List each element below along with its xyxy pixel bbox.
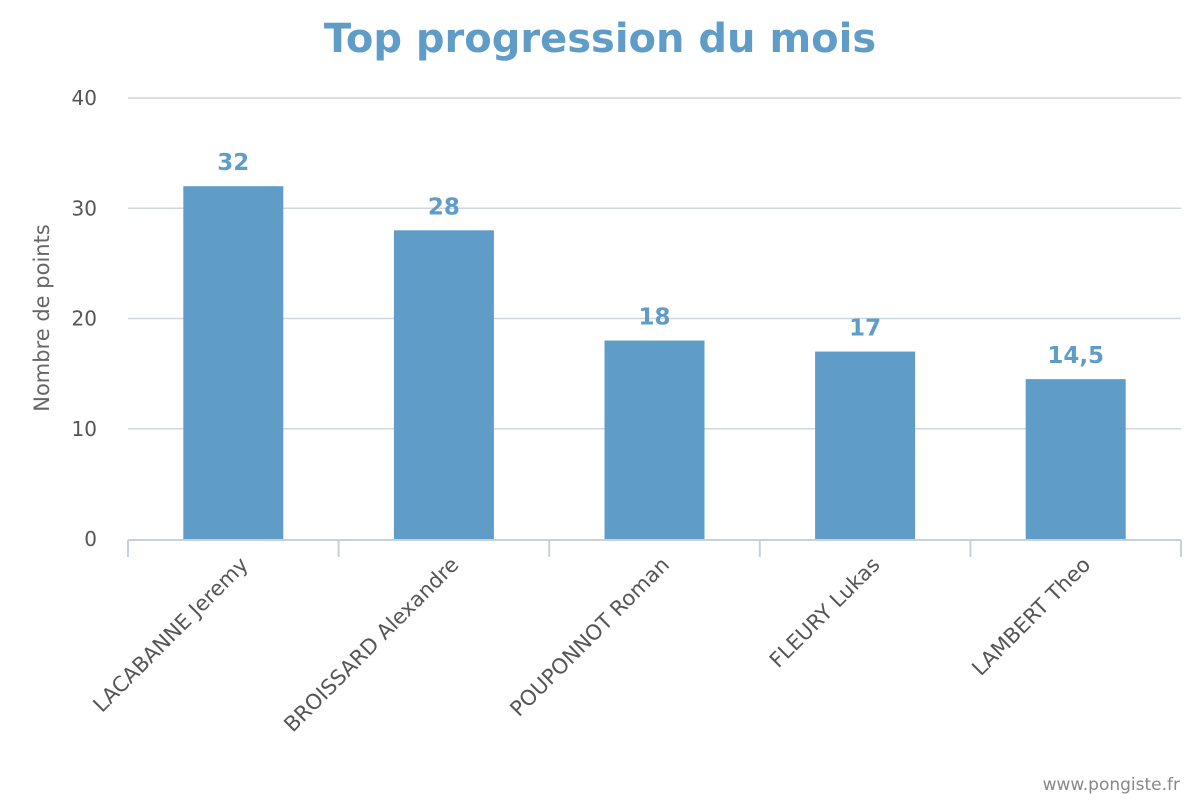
- y-tick-label: 40: [72, 86, 97, 110]
- data-label: 18: [638, 305, 670, 331]
- data-labels: 32 28 18 17 14,5: [217, 150, 1104, 369]
- y-axis-ticks: 0 10 20 30 40: [72, 86, 97, 551]
- y-axis-title: Nombre de points: [30, 224, 54, 412]
- category-label: BROISSARD Alexandre: [279, 553, 463, 737]
- y-tick-label: 10: [72, 417, 97, 441]
- category-labels: LACABANNE Jeremy BROISSARD Alexandre POUPO…: [88, 553, 1095, 737]
- bar: [393, 230, 494, 540]
- data-label: 17: [849, 316, 881, 342]
- category-label: POUPONNOT Roman: [506, 553, 675, 722]
- bar: [183, 186, 284, 539]
- category-label: LACABANNE Jeremy: [88, 553, 252, 717]
- credit-text: www.pongiste.fr: [1043, 775, 1180, 795]
- data-label: 32: [217, 150, 249, 176]
- bars: [183, 186, 1126, 540]
- y-tick-label: 0: [84, 527, 97, 551]
- data-label: 14,5: [1047, 343, 1104, 369]
- data-label: 28: [428, 194, 460, 220]
- y-tick-label: 20: [72, 307, 97, 331]
- bar: [815, 351, 916, 539]
- x-axis: [127, 539, 1182, 557]
- category-label: LAMBERT Theo: [967, 553, 1095, 681]
- category-label: FLEURY Lukas: [765, 553, 885, 673]
- y-tick-label: 30: [72, 196, 97, 220]
- chart-title: Top progression du mois: [324, 16, 876, 62]
- bar: [604, 340, 705, 539]
- bar: [1025, 379, 1126, 539]
